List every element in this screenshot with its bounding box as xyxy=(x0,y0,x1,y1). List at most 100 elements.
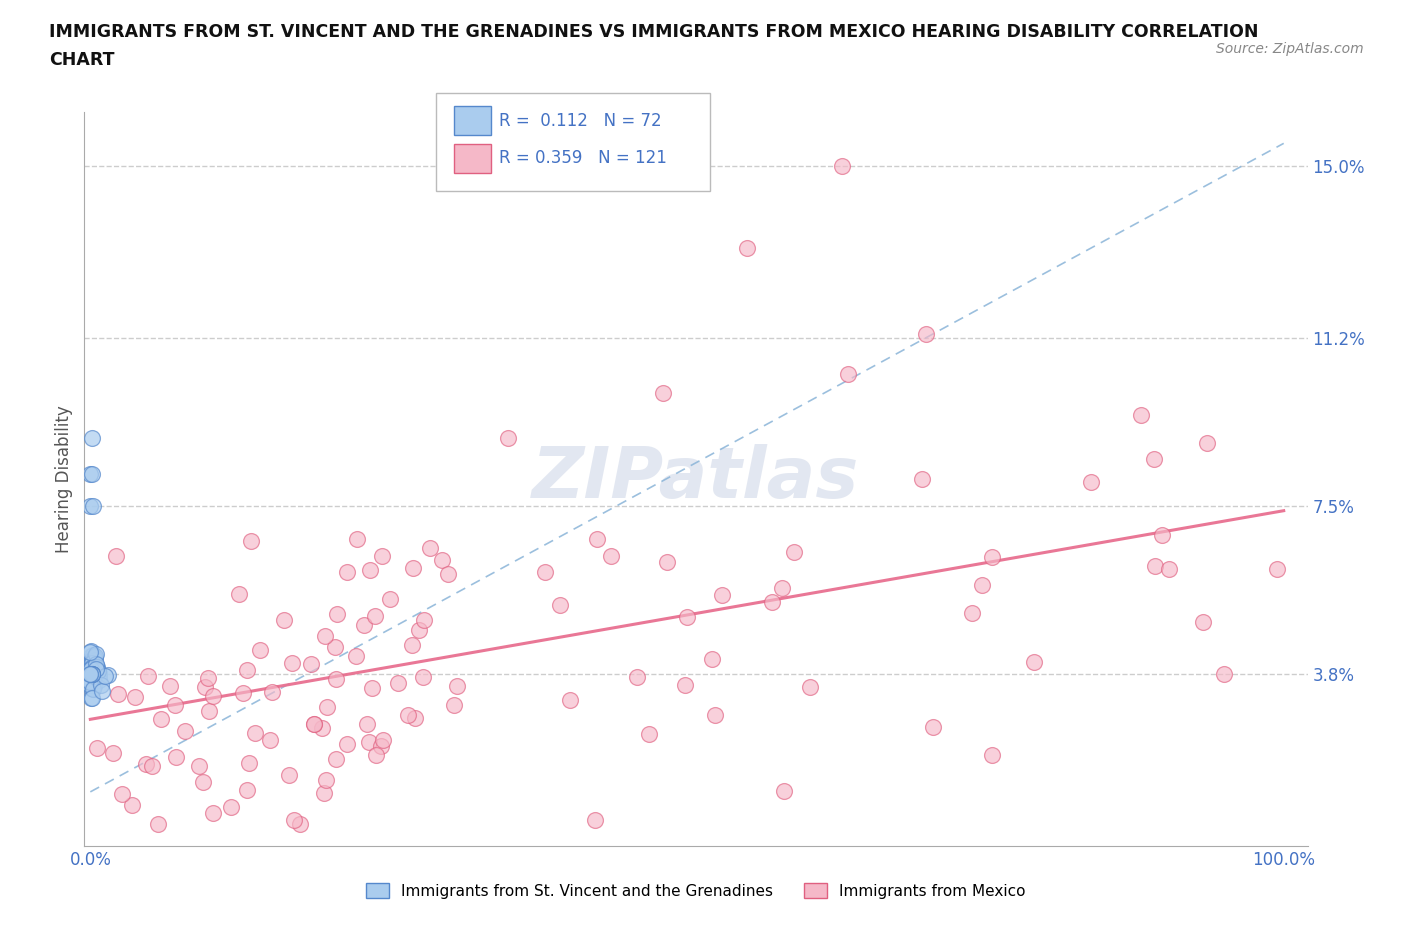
Point xyxy=(138,669,160,684)
Point xyxy=(761,594,783,609)
Y-axis label: Hearing Disability: Hearing Disability xyxy=(55,405,73,552)
Point xyxy=(361,681,384,696)
Point xyxy=(277,768,299,783)
Point xyxy=(273,613,295,628)
Point xyxy=(201,805,224,820)
Point xyxy=(80,664,103,679)
Point xyxy=(87,664,110,679)
Point xyxy=(316,699,339,714)
Point xyxy=(243,726,266,741)
Point xyxy=(82,668,104,683)
Point xyxy=(83,678,105,693)
Point xyxy=(1157,561,1180,576)
Point xyxy=(314,785,336,800)
Point xyxy=(356,716,378,731)
Point xyxy=(315,773,337,788)
Point xyxy=(84,658,107,673)
Point xyxy=(290,817,312,831)
Point xyxy=(259,733,281,748)
Point xyxy=(1213,667,1236,682)
Point xyxy=(283,813,305,828)
Point xyxy=(353,618,375,632)
Point xyxy=(83,669,105,684)
Point xyxy=(135,757,157,772)
Point xyxy=(304,716,326,731)
Point xyxy=(80,691,103,706)
Point xyxy=(80,664,103,679)
Point xyxy=(79,675,101,690)
Point xyxy=(80,676,103,691)
Point xyxy=(1152,527,1174,542)
Point xyxy=(408,622,430,637)
Point xyxy=(371,733,394,748)
Point xyxy=(1080,475,1102,490)
Point xyxy=(378,591,401,606)
Text: CHART: CHART xyxy=(49,51,115,69)
Point xyxy=(401,638,423,653)
Point xyxy=(82,498,104,513)
Point xyxy=(87,665,110,680)
Point xyxy=(80,431,103,445)
Point xyxy=(228,587,250,602)
Point xyxy=(107,686,129,701)
Point xyxy=(159,679,181,694)
Point xyxy=(446,679,468,694)
Point xyxy=(83,678,105,693)
Point xyxy=(90,678,112,693)
Point xyxy=(82,667,104,682)
Point xyxy=(673,678,696,693)
Point xyxy=(657,554,679,569)
Point xyxy=(80,664,103,679)
Point xyxy=(80,663,103,678)
Point xyxy=(346,532,368,547)
Point xyxy=(80,661,103,676)
Point xyxy=(79,657,101,671)
Point xyxy=(79,668,101,683)
Point xyxy=(735,240,758,255)
Point xyxy=(335,737,357,751)
Point xyxy=(86,741,108,756)
Point xyxy=(83,669,105,684)
Point xyxy=(676,610,699,625)
Point xyxy=(82,657,104,671)
Point xyxy=(325,671,347,686)
Point xyxy=(79,678,101,693)
Point xyxy=(1129,408,1152,423)
Point xyxy=(359,563,381,578)
Point xyxy=(404,711,426,725)
Point xyxy=(585,532,607,547)
Point xyxy=(430,552,453,567)
Point xyxy=(80,643,103,658)
Point xyxy=(80,656,103,671)
Point xyxy=(80,667,103,682)
Point xyxy=(548,598,571,613)
Point xyxy=(188,759,211,774)
Point xyxy=(79,644,101,659)
Point xyxy=(364,747,387,762)
Point xyxy=(262,685,284,700)
Point xyxy=(80,659,103,674)
Point xyxy=(146,817,169,831)
Point xyxy=(149,711,172,726)
Point xyxy=(82,680,104,695)
Point xyxy=(238,755,260,770)
Text: R =  0.112   N = 72: R = 0.112 N = 72 xyxy=(499,112,662,130)
Point xyxy=(652,385,675,400)
Point xyxy=(79,667,101,682)
Point xyxy=(336,565,359,579)
Point xyxy=(80,667,103,682)
Point xyxy=(80,667,103,682)
Point xyxy=(302,716,325,731)
Point xyxy=(911,472,934,486)
Point xyxy=(82,660,104,675)
Point xyxy=(534,565,557,579)
Point xyxy=(91,684,114,698)
Point xyxy=(79,498,101,513)
Text: IMMIGRANTS FROM ST. VINCENT AND THE GRENADINES VS IMMIGRANTS FROM MEXICO HEARING: IMMIGRANTS FROM ST. VINCENT AND THE GREN… xyxy=(49,23,1258,41)
Point xyxy=(83,649,105,664)
Point xyxy=(121,798,143,813)
Text: R = 0.359   N = 121: R = 0.359 N = 121 xyxy=(499,149,666,167)
Point xyxy=(80,467,103,482)
Point xyxy=(700,651,723,666)
Point xyxy=(86,663,108,678)
